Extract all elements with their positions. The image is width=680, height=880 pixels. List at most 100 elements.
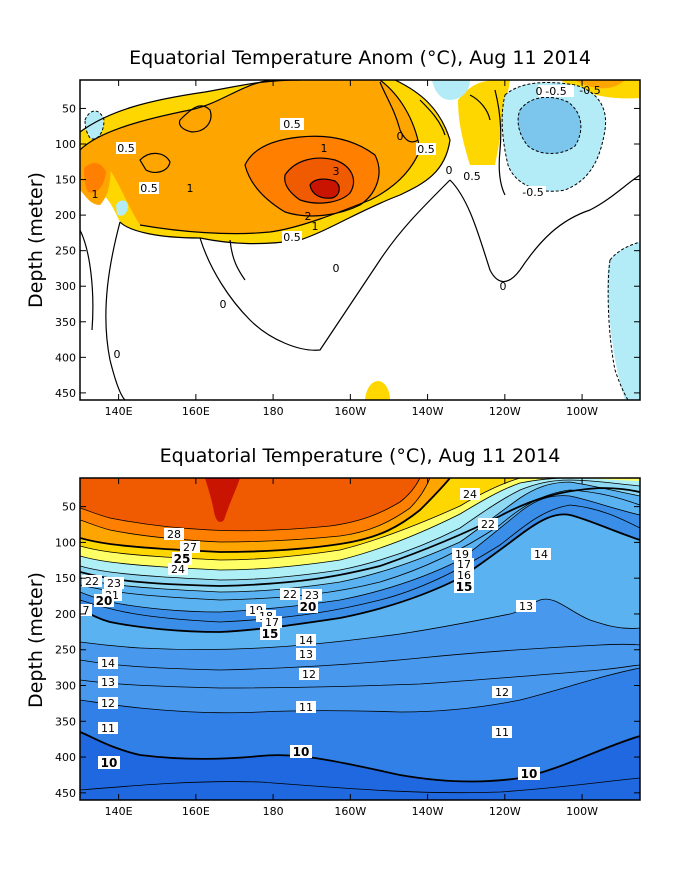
y-tick-label: 100 [55,138,76,151]
anom-label: -0.5 [545,85,566,98]
x-tick-label: 100W [566,805,598,818]
anom-label: 1 [321,142,328,155]
anom-label: 1 [92,188,99,201]
temp-layer-29 [205,478,240,522]
temp-label: 17 [265,616,279,629]
x-tick-label: 100W [566,405,598,418]
x-tick-label: 120W [489,405,521,418]
temp-label: 14 [534,548,548,561]
chart1-frame [79,79,641,401]
chart1-plot-area: -0.5 -0.5 -0.5 0.5 0.5 0.5 0.5 0.5 1 1 1… [80,80,640,400]
temp-label: 14 [101,657,115,670]
anom-label: 0.5 [417,143,435,156]
y-tick-label: 50 [62,102,76,115]
x-tick-label: 160E [182,405,210,418]
chart2-plot-area: 24 22 28 27 25 24 22 23 21 20 7 22 23 20… [80,478,640,800]
anom-label: 0.5 [117,142,135,155]
temp-label: 22 [85,575,99,588]
y-tick-label: 350 [55,715,76,728]
y-tick-label: 250 [55,644,76,657]
temp-label: 22 [481,518,495,531]
anom-label: 0 [114,348,121,361]
anom-label: 0 [536,85,543,98]
temp-label: 16 [457,569,471,582]
chart2-axes: 140E 160E 180 160W 140W 120W 100W 50 100 150 200 25… [55,478,640,818]
anom-label: 1 [187,182,194,195]
temp-label: 24 [463,488,477,501]
x-tick-label: 160W [334,805,366,818]
anom-label: 0 [397,130,404,143]
temp-label: 11 [299,701,313,714]
y-tick-label: 150 [55,572,76,585]
temp-label: 15 [262,627,279,641]
chart2-ylabel: Depth (meter) [25,572,47,708]
temp-label: 13 [101,676,115,689]
x-tick-label: 140E [105,805,133,818]
anom-label: 0.5 [283,231,301,244]
chart1-axes: 140E 160E 180 160W 140W 120W 100W5010015020025… [55,80,640,418]
temp-label: 28 [167,528,181,541]
anom-label: 1 [312,220,319,233]
chart1-ylabel: Depth (meter) [25,172,47,308]
temp-label: 20 [300,600,317,614]
anom-contour-labels: -0.5 -0.5 -0.5 0.5 0.5 0.5 0.5 0.5 1 1 1… [92,84,601,361]
anom-label: 0.5 [140,182,158,195]
temp-label: 12 [495,686,509,699]
temp-label: 17 [457,558,471,571]
anom-region-pos-2-west [84,163,106,193]
x-tick-label: 180 [263,805,284,818]
temp-label: 25 [174,552,191,566]
anom-region-neg-1 [518,97,581,154]
temp-label: 14 [299,634,313,647]
temp-label: 12 [302,668,316,681]
temp-label: 15 [456,580,473,594]
temp-label: 20 [96,594,113,608]
temp-label: 13 [519,600,533,613]
temp-label: 11 [101,722,115,735]
y-tick-label: 150 [55,174,76,187]
temp-contour-lines [80,478,640,794]
y-tick-label: 450 [55,787,76,800]
x-tick-label: 180 [263,405,284,418]
temp-label: 24 [171,563,185,576]
anom-region-neg-0-5-n [432,80,470,100]
y-tick-label: 50 [62,501,76,514]
anom-label: 0.5 [463,170,481,183]
y-tick-label: 400 [55,751,76,764]
anom-label: 0 [333,262,340,275]
x-tick-label: 140E [105,405,133,418]
anom-negative-contours [84,81,640,400]
x-tick-label: 140W [412,405,444,418]
y-tick-label: 200 [55,209,76,222]
anom-region-pos-1-ne [575,80,625,89]
anom-region-neg-0-5-east [607,242,640,400]
y-tick-label: 350 [55,316,76,329]
y-tick-label: 250 [55,245,76,258]
anom-label: 2 [305,210,312,223]
anom-region-neg-0-5-w2 [116,200,128,216]
temp-label: 10 [521,767,538,781]
y-tick-label: 450 [55,387,76,400]
chart2-frame [79,477,641,801]
anom-label: 3 [333,165,340,178]
temp-label: 12 [101,697,115,710]
temp-label: 23 [107,577,121,590]
temp-label: 11 [495,726,509,739]
x-tick-label: 140W [412,805,444,818]
y-tick-label: 100 [55,536,76,549]
temp-label: 13 [299,648,313,661]
y-tick-label: 300 [55,680,76,693]
y-tick-label: 300 [55,280,76,293]
anom-label: 0 [446,164,453,177]
anom-region-pos-0-5-ne [560,80,640,99]
x-tick-label: 160W [334,405,366,418]
temp-label: 7 [83,604,90,617]
temp-layer-28 [80,478,420,531]
temp-label: 27 [183,541,197,554]
temp-label: 22 [283,588,297,601]
anom-region-pos-0-5-bottom [365,381,390,400]
anom-label: -0.5 [522,186,543,199]
anom-label: 0 [500,280,507,293]
anom-label: 0.5 [283,118,301,131]
